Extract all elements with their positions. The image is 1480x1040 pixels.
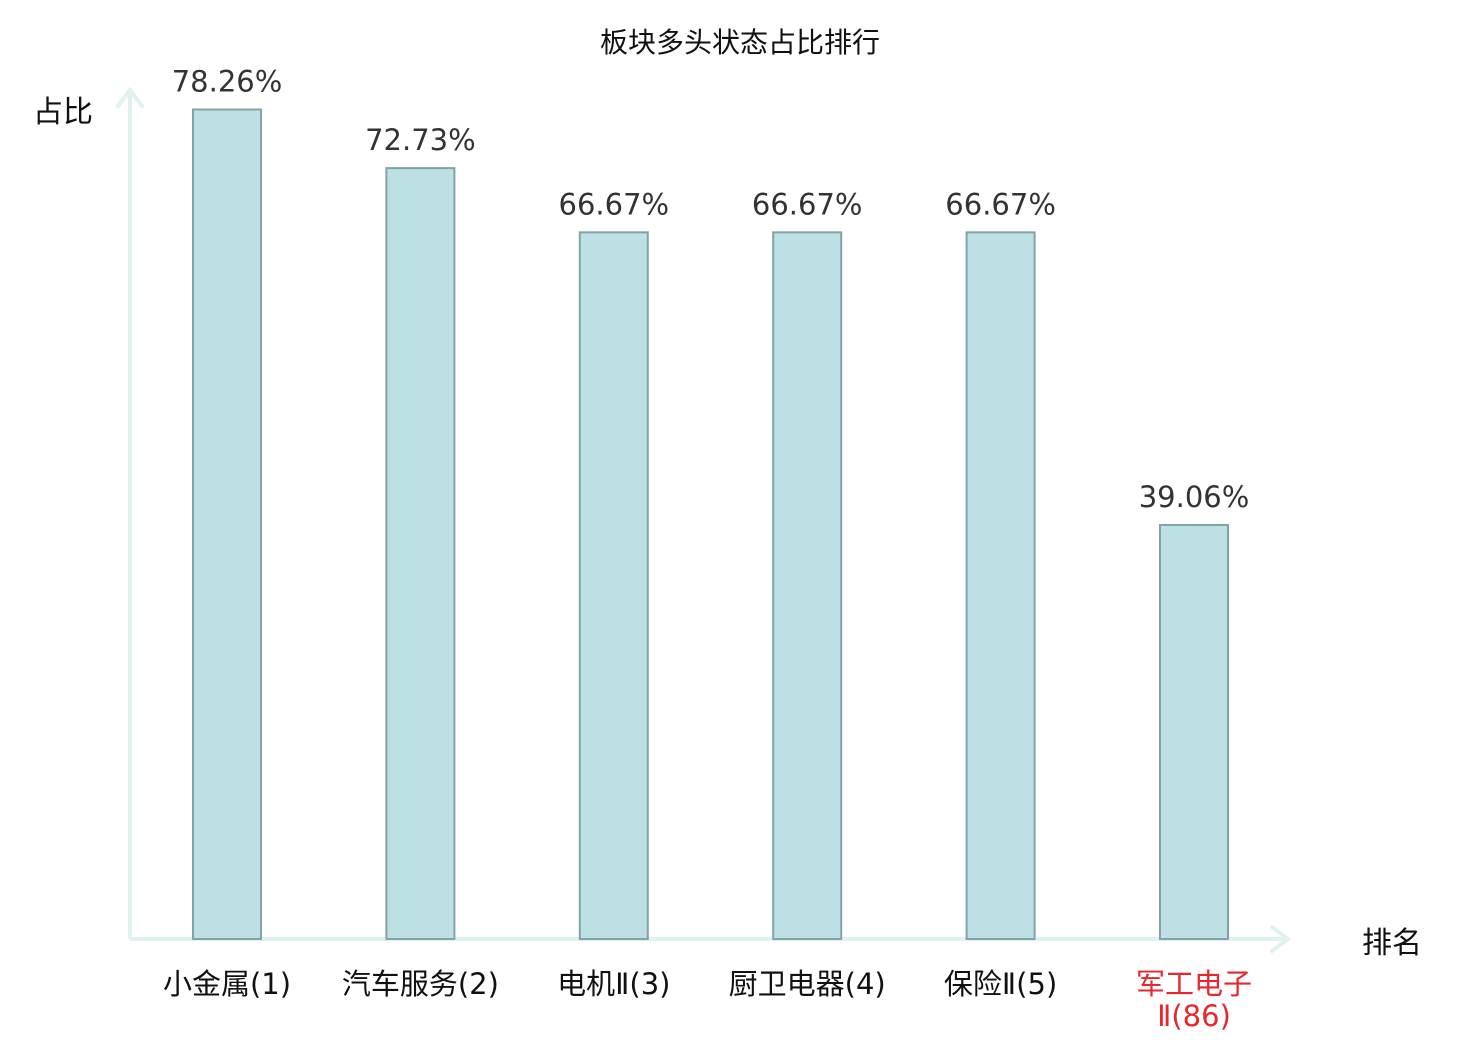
data-label: 66.67%	[945, 187, 1056, 221]
x-tick-label: 厨卫电器(4)	[729, 967, 886, 1001]
x-tick-label: 电机Ⅱ(3)	[557, 967, 670, 1001]
x-tick-label: 军工电子	[1136, 967, 1252, 1001]
value-labels: 78.26% 72.73% 66.67% 66.67% 66.67% 39.06%	[172, 65, 1250, 514]
data-label: 39.06%	[1139, 480, 1250, 514]
x-tick-label: 汽车服务(2)	[342, 967, 499, 1001]
x-axis-arrow	[1270, 925, 1292, 953]
axes	[116, 86, 1292, 953]
bar	[192, 108, 262, 940]
bar	[578, 231, 649, 940]
x-tick-label: 保险Ⅱ(5)	[944, 967, 1057, 1001]
data-label: 66.67%	[559, 187, 670, 221]
category-labels: 小金属(1) 汽车服务(2) 电机Ⅱ(3) 厨卫电器(4) 保险Ⅱ(5) 军工电子Ⅱ(86…	[163, 967, 1252, 1033]
x-tick-label: Ⅱ(86)	[1157, 999, 1231, 1033]
bar	[1159, 523, 1229, 940]
y-axis-arrow	[116, 86, 144, 108]
y-axis-title: 占比	[33, 95, 93, 130]
bars	[192, 108, 1229, 941]
data-label: 72.73%	[365, 123, 476, 157]
data-label: 66.67%	[752, 187, 863, 221]
data-label: 78.26%	[172, 65, 283, 99]
chart-title: 板块多头状态占比排行	[600, 26, 880, 59]
x-axis-title: 排名	[1362, 926, 1422, 961]
bar	[772, 231, 843, 940]
bar	[385, 167, 456, 941]
bar	[965, 231, 1036, 940]
x-tick-label: 小金属(1)	[163, 967, 291, 1001]
